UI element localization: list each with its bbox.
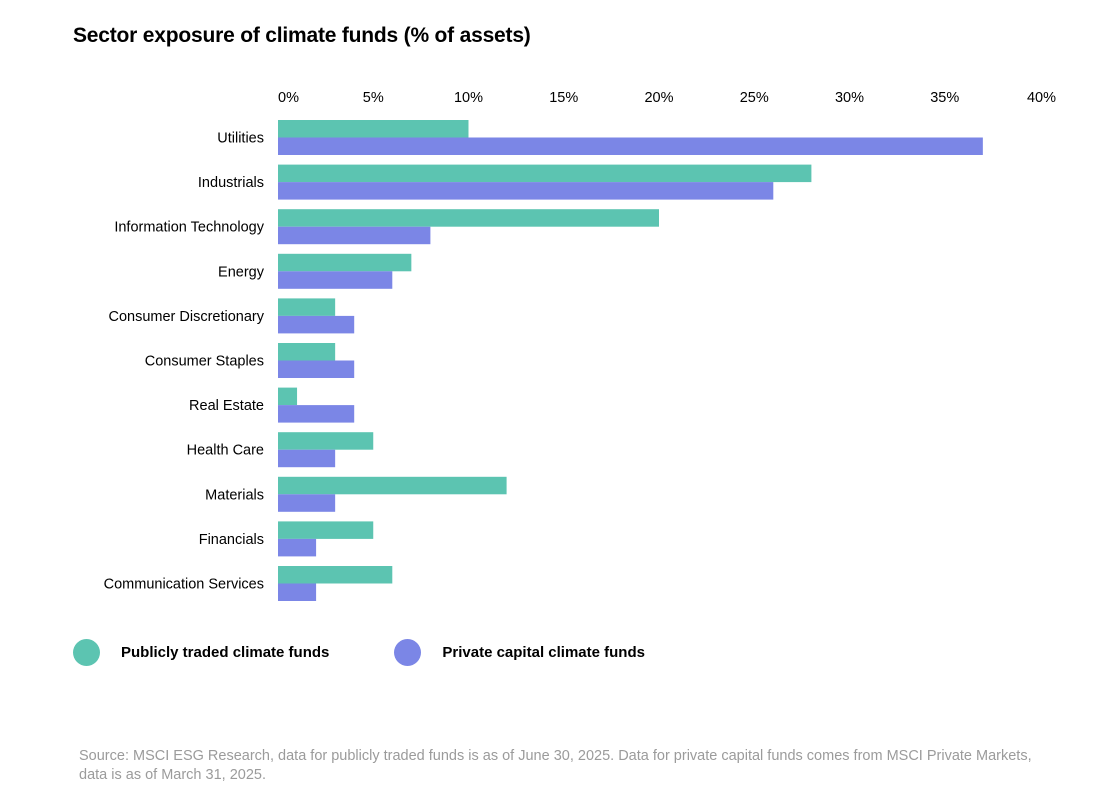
bar-public — [278, 343, 336, 361]
x-tick-label: 10% — [454, 90, 483, 106]
x-tick-label: 25% — [740, 90, 769, 106]
source-note: Source: MSCI ESG Research, data for publ… — [79, 748, 1032, 783]
category-label: Utilities — [217, 131, 264, 147]
bar-public — [278, 432, 374, 450]
bar-private — [278, 271, 393, 289]
x-tick-label: 0% — [278, 90, 299, 106]
x-tick-label: 15% — [549, 90, 578, 106]
legend-item-public: Publicly traded climate funds — [73, 639, 329, 666]
bar-public — [278, 209, 659, 227]
bar-private — [278, 315, 355, 334]
bar-private — [278, 226, 431, 245]
bar-public — [278, 164, 812, 183]
bar-private — [278, 405, 355, 423]
category-label: Energy — [218, 264, 265, 280]
bar-public — [278, 387, 298, 406]
bar-private — [278, 449, 336, 468]
bar-public — [278, 566, 393, 584]
category-label: Communication Services — [104, 577, 264, 593]
bar-public — [278, 253, 412, 272]
bar-public — [278, 476, 507, 495]
category-labels: Utilities Industrials Information Technolo… — [104, 131, 265, 593]
legend-swatch-public — [73, 639, 100, 666]
bar-private — [278, 137, 983, 155]
x-tick-label: 40% — [1027, 90, 1056, 106]
bar-private — [278, 538, 317, 557]
legend-label-private: Private capital climate funds — [442, 644, 645, 661]
category-label: Health Care — [187, 443, 264, 459]
x-axis-ticks: 0% 5% 10% 15% 20% 25% 30% 35% 40% — [278, 90, 1056, 106]
category-label: Industrials — [198, 175, 264, 191]
x-tick-label: 30% — [835, 90, 864, 106]
bar-public — [278, 521, 374, 539]
bar-private — [278, 182, 774, 200]
chart-title: Sector exposure of climate funds (% of a… — [73, 24, 531, 47]
x-tick-label: 5% — [363, 90, 384, 106]
legend-label-public: Publicly traded climate funds — [121, 644, 330, 661]
category-label: Consumer Staples — [145, 354, 264, 370]
category-label: Real Estate — [189, 398, 264, 414]
bar-public — [278, 120, 469, 138]
bars — [278, 120, 983, 601]
x-tick-label: 35% — [930, 90, 959, 106]
category-label: Materials — [205, 487, 264, 503]
legend-item-private: Private capital climate funds — [394, 639, 645, 666]
category-label: Consumer Discretionary — [108, 309, 264, 325]
bar-chart: 0% 5% 10% 15% 20% 25% 30% 35% 40% Utilities Indus… — [104, 90, 1056, 601]
legend: Publicly traded climate funds Private ca… — [73, 639, 710, 666]
legend-swatch-private — [394, 639, 422, 666]
bar-public — [278, 298, 336, 316]
category-label: Information Technology — [114, 220, 264, 236]
bar-private — [278, 494, 336, 512]
x-tick-label: 20% — [644, 90, 673, 106]
category-label: Financials — [199, 532, 264, 548]
bar-private — [278, 360, 355, 378]
bar-private — [278, 583, 317, 601]
